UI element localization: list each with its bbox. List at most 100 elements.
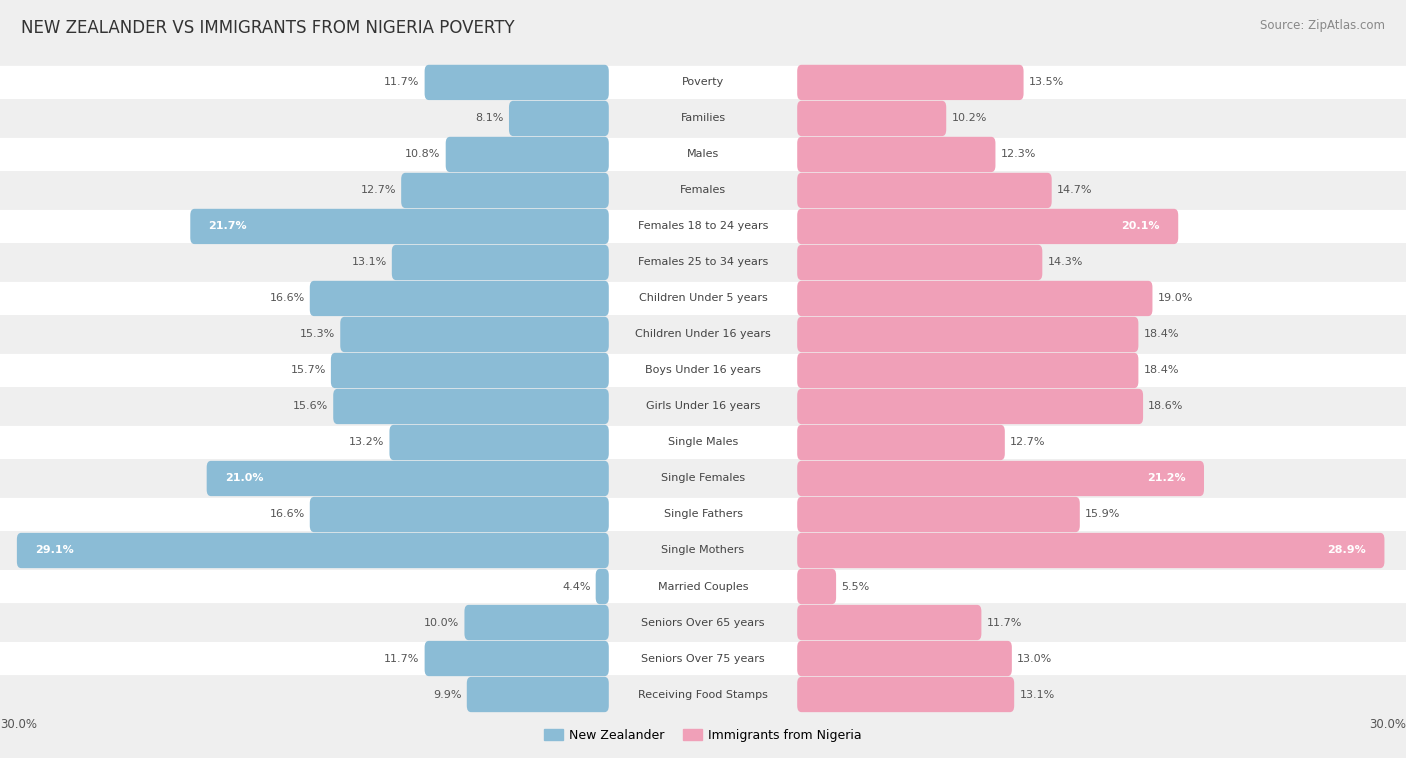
Text: Boys Under 16 years: Boys Under 16 years [645,365,761,375]
FancyBboxPatch shape [425,641,609,676]
Text: 15.6%: 15.6% [292,402,328,412]
FancyBboxPatch shape [207,461,609,496]
FancyBboxPatch shape [0,318,1406,351]
FancyBboxPatch shape [0,534,1406,567]
Text: 13.1%: 13.1% [352,258,387,268]
Text: 12.3%: 12.3% [1001,149,1036,159]
Text: 15.3%: 15.3% [299,330,335,340]
Text: Single Mothers: Single Mothers [661,546,745,556]
FancyBboxPatch shape [0,570,1406,603]
Text: Children Under 16 years: Children Under 16 years [636,330,770,340]
Text: 4.4%: 4.4% [562,581,591,591]
FancyBboxPatch shape [797,389,1143,424]
FancyBboxPatch shape [797,352,1139,388]
FancyBboxPatch shape [467,677,609,713]
FancyBboxPatch shape [797,280,1153,316]
Text: 10.2%: 10.2% [952,114,987,124]
Text: 29.1%: 29.1% [35,546,75,556]
Text: 11.7%: 11.7% [384,77,419,87]
FancyBboxPatch shape [797,568,837,604]
Text: 13.2%: 13.2% [349,437,384,447]
FancyBboxPatch shape [17,533,609,568]
FancyBboxPatch shape [464,605,609,641]
FancyBboxPatch shape [309,280,609,316]
Text: Females 25 to 34 years: Females 25 to 34 years [638,258,768,268]
Text: 30.0%: 30.0% [0,718,37,731]
FancyBboxPatch shape [330,352,609,388]
Text: 10.8%: 10.8% [405,149,440,159]
Text: 13.1%: 13.1% [1019,690,1054,700]
FancyBboxPatch shape [333,389,609,424]
Text: Single Males: Single Males [668,437,738,447]
FancyBboxPatch shape [0,642,1406,675]
Text: 30.0%: 30.0% [1369,718,1406,731]
FancyBboxPatch shape [0,678,1406,711]
Text: 13.5%: 13.5% [1029,77,1064,87]
FancyBboxPatch shape [389,424,609,460]
Text: 13.0%: 13.0% [1017,653,1052,663]
FancyBboxPatch shape [0,390,1406,423]
Text: 18.6%: 18.6% [1149,402,1184,412]
Text: 11.7%: 11.7% [384,653,419,663]
Text: 14.7%: 14.7% [1057,186,1092,196]
Text: 19.0%: 19.0% [1157,293,1192,303]
FancyBboxPatch shape [797,496,1080,532]
Text: 21.7%: 21.7% [208,221,247,231]
FancyBboxPatch shape [309,496,609,532]
FancyBboxPatch shape [425,64,609,100]
Text: Single Fathers: Single Fathers [664,509,742,519]
FancyBboxPatch shape [797,245,1042,280]
FancyBboxPatch shape [0,210,1406,243]
FancyBboxPatch shape [509,101,609,136]
FancyBboxPatch shape [596,568,609,604]
FancyBboxPatch shape [0,138,1406,171]
FancyBboxPatch shape [797,173,1052,208]
FancyBboxPatch shape [797,317,1139,352]
Text: 14.3%: 14.3% [1047,258,1083,268]
Text: 18.4%: 18.4% [1143,365,1180,375]
Text: NEW ZEALANDER VS IMMIGRANTS FROM NIGERIA POVERTY: NEW ZEALANDER VS IMMIGRANTS FROM NIGERIA… [21,19,515,37]
Text: Single Females: Single Females [661,474,745,484]
FancyBboxPatch shape [797,64,1024,100]
FancyBboxPatch shape [446,136,609,172]
FancyBboxPatch shape [190,208,609,244]
Text: 20.1%: 20.1% [1122,221,1160,231]
FancyBboxPatch shape [797,136,995,172]
FancyBboxPatch shape [0,354,1406,387]
FancyBboxPatch shape [0,246,1406,279]
Text: Females: Females [681,186,725,196]
Text: 16.6%: 16.6% [270,509,305,519]
Text: Seniors Over 75 years: Seniors Over 75 years [641,653,765,663]
Text: Receiving Food Stamps: Receiving Food Stamps [638,690,768,700]
Text: 8.1%: 8.1% [475,114,503,124]
Text: 5.5%: 5.5% [841,581,869,591]
Text: 15.7%: 15.7% [291,365,326,375]
Text: Seniors Over 65 years: Seniors Over 65 years [641,618,765,628]
FancyBboxPatch shape [797,424,1005,460]
FancyBboxPatch shape [392,245,609,280]
FancyBboxPatch shape [797,461,1204,496]
FancyBboxPatch shape [797,533,1385,568]
Text: 15.9%: 15.9% [1085,509,1121,519]
Legend: New Zealander, Immigrants from Nigeria: New Zealander, Immigrants from Nigeria [538,724,868,747]
FancyBboxPatch shape [340,317,609,352]
Text: 16.6%: 16.6% [270,293,305,303]
FancyBboxPatch shape [797,605,981,641]
Text: Males: Males [688,149,718,159]
Text: 9.9%: 9.9% [433,690,461,700]
Text: 11.7%: 11.7% [987,618,1022,628]
Text: 21.2%: 21.2% [1147,474,1185,484]
FancyBboxPatch shape [0,174,1406,207]
Text: 21.0%: 21.0% [225,474,263,484]
FancyBboxPatch shape [0,498,1406,531]
FancyBboxPatch shape [0,102,1406,135]
FancyBboxPatch shape [797,101,946,136]
Text: Females 18 to 24 years: Females 18 to 24 years [638,221,768,231]
FancyBboxPatch shape [797,208,1178,244]
Text: Married Couples: Married Couples [658,581,748,591]
Text: Families: Families [681,114,725,124]
Text: Source: ZipAtlas.com: Source: ZipAtlas.com [1260,19,1385,32]
Text: 10.0%: 10.0% [425,618,460,628]
FancyBboxPatch shape [0,462,1406,495]
Text: 18.4%: 18.4% [1143,330,1180,340]
